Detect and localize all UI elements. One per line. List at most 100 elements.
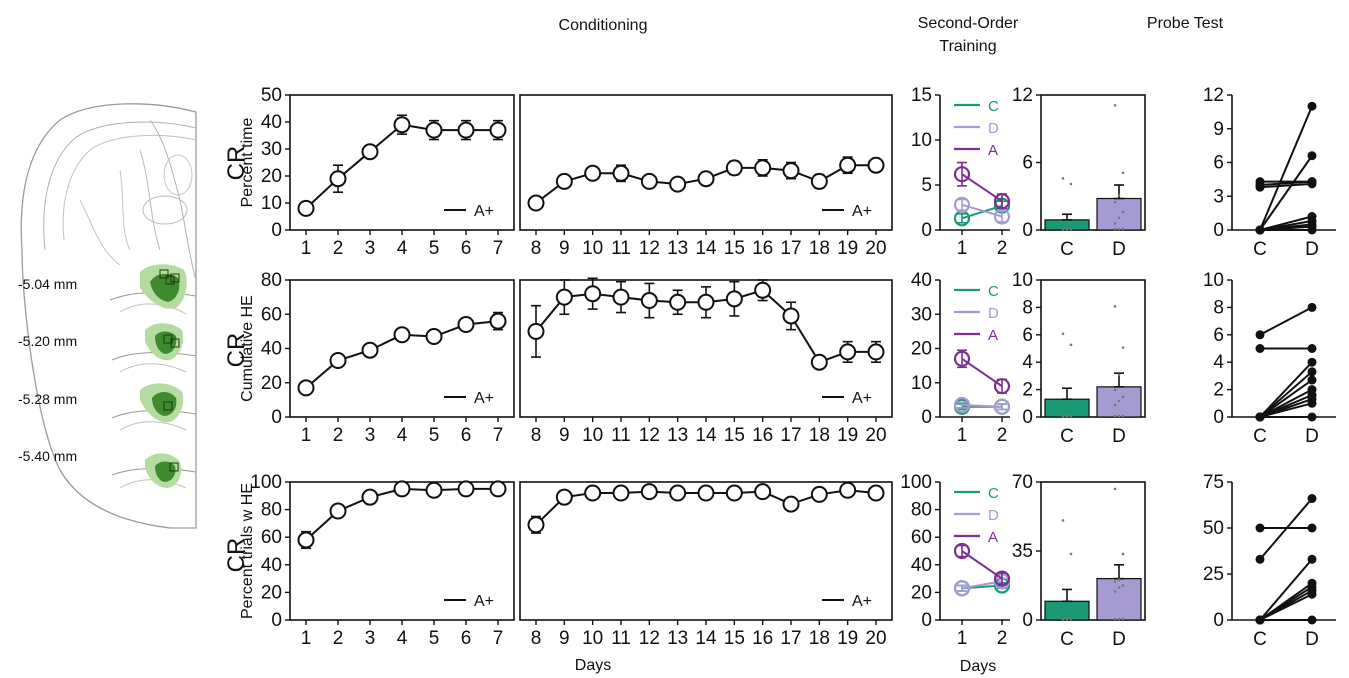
data-point xyxy=(612,164,630,182)
y-tick-label: 10 xyxy=(1203,270,1224,291)
individual-point xyxy=(1117,373,1121,377)
x-tick-label: 2 xyxy=(333,628,344,649)
paired-line xyxy=(1259,361,1313,418)
x-tick-label: 6 xyxy=(461,425,472,446)
y-tick-label: 4 xyxy=(1213,352,1224,373)
data-point xyxy=(640,483,658,501)
data-point xyxy=(329,502,347,520)
x-tick-label: 10 xyxy=(582,238,603,259)
data-point xyxy=(810,485,828,503)
plot-frame xyxy=(939,280,1010,418)
paired-line xyxy=(1259,593,1313,621)
individual-point xyxy=(1117,399,1121,403)
individual-point xyxy=(1113,305,1117,308)
panel-pair-3-row3: 0 25 50 75 C D xyxy=(1203,472,1336,650)
x-tick-label: 12 xyxy=(639,238,660,259)
paired-point-D xyxy=(1307,101,1317,111)
data-point xyxy=(425,328,443,346)
individual-point xyxy=(1117,193,1121,197)
bar-C xyxy=(1044,600,1090,621)
x-tick-label: C xyxy=(1253,239,1267,260)
y-axis-label: Percent time xyxy=(239,117,256,207)
individual-point xyxy=(1121,227,1125,231)
individual-point xyxy=(1113,103,1117,107)
x-tick-label: 3 xyxy=(365,425,376,446)
individual-point xyxy=(1113,222,1117,225)
y-tick-label: 0 xyxy=(271,407,282,428)
data-point xyxy=(725,484,743,502)
x-tick-label: 15 xyxy=(724,238,745,259)
header-conditioning: Conditioning xyxy=(559,17,648,34)
paired-line xyxy=(1259,306,1313,336)
legend-label: A+ xyxy=(474,203,494,220)
paired-point-D xyxy=(1307,302,1317,312)
x-tick-label: 13 xyxy=(667,628,688,649)
x-tick-label: D xyxy=(1112,629,1126,650)
panel-pair-1-row1: 0 3 6 9 12 C D xyxy=(1203,85,1336,260)
paired-point-C xyxy=(1255,523,1265,533)
x-tick-label: D xyxy=(1112,239,1126,260)
header-second-order-line2: Training xyxy=(939,38,996,55)
data-point xyxy=(555,172,573,190)
y-tick-label: 4 xyxy=(1022,352,1033,373)
individual-point xyxy=(1069,343,1073,347)
individual-point xyxy=(1121,346,1125,349)
data-point xyxy=(839,481,857,499)
panel-cond-2-row3: 8 9 10 11 12 13 14 15 16 17 18 19 20 A+ xyxy=(519,481,893,649)
x-tick-label: 4 xyxy=(397,628,408,649)
x-axis-label-conditioning: Days xyxy=(575,657,611,674)
individual-point xyxy=(1069,414,1073,418)
data-point xyxy=(669,293,687,311)
panel-cond-1-row1: 0 10 20 30 40 50 Percent time 1 2 3 4 5 6 7 A+ xyxy=(239,85,515,259)
data-point-D xyxy=(953,196,971,213)
paired-point-D xyxy=(1307,357,1317,367)
x-tick-label: 19 xyxy=(837,238,858,259)
paired-line xyxy=(1259,182,1313,189)
data-point xyxy=(669,175,687,193)
x-tick-label: 14 xyxy=(695,628,717,649)
x-tick-label: 4 xyxy=(397,425,408,446)
data-point xyxy=(612,288,630,306)
data-point xyxy=(754,281,772,299)
data-point-D xyxy=(953,396,971,414)
panel-pair-2-row2: 0 2 4 6 8 10 C D xyxy=(1203,270,1336,447)
data-point xyxy=(457,316,475,334)
data-point xyxy=(393,326,411,344)
panel-so-2-row2: 0 10 20 30 40 1 2 CDA xyxy=(911,270,1011,446)
legend-label-A: A xyxy=(988,142,998,159)
y-tick-label: 20 xyxy=(911,582,932,603)
y-tick-label: 10 xyxy=(1012,270,1033,291)
data-point xyxy=(489,480,507,498)
paired-point-C xyxy=(1255,225,1265,235)
y-tick-label: 6 xyxy=(1213,153,1224,174)
x-tick-label: 18 xyxy=(809,238,830,259)
y-tick-label: 0 xyxy=(921,220,932,241)
y-tick-label: 6 xyxy=(1213,325,1224,346)
data-point xyxy=(361,143,379,161)
data-point xyxy=(584,484,602,502)
x-tick-label: 20 xyxy=(865,425,886,446)
x-axis-label-second-order: Days xyxy=(960,658,996,675)
individual-point xyxy=(1061,332,1065,336)
individual-point xyxy=(1117,216,1121,220)
paired-line xyxy=(1259,105,1313,231)
individual-point xyxy=(1117,617,1121,621)
data-point xyxy=(297,379,315,397)
x-tick-label: 14 xyxy=(695,425,717,446)
panel-bar-3-row3: 0 35 70 C D xyxy=(1012,472,1146,650)
individual-point xyxy=(1061,177,1065,180)
individual-point xyxy=(1113,388,1117,392)
x-tick-label: 2 xyxy=(333,238,344,259)
data-point-A xyxy=(993,193,1011,210)
x-tick-label: 9 xyxy=(559,238,570,259)
x-tick-label: 1 xyxy=(957,425,968,446)
section-label: -5.40 mm xyxy=(18,448,77,464)
individual-point xyxy=(1117,578,1121,581)
y-tick-label: 30 xyxy=(261,139,282,160)
legend-label-A: A xyxy=(988,327,998,344)
y-tick-label: 25 xyxy=(1203,564,1224,585)
paired-line xyxy=(1259,379,1313,418)
x-tick-label: C xyxy=(1060,629,1074,650)
data-point xyxy=(329,170,347,188)
